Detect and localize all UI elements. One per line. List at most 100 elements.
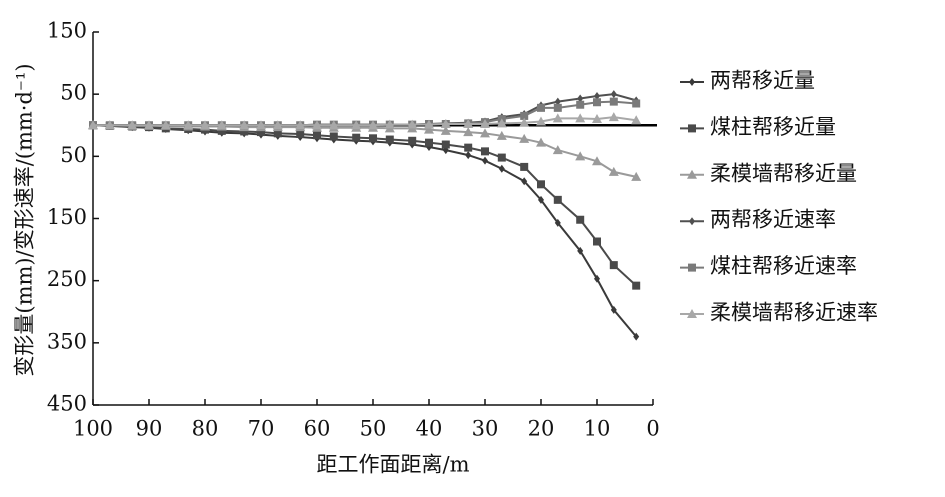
data-point	[553, 103, 562, 112]
data-point	[576, 215, 585, 224]
data-point	[240, 127, 249, 136]
legend-marker	[689, 217, 695, 226]
data-point	[217, 126, 226, 135]
data-point	[552, 113, 563, 123]
data-point	[519, 133, 530, 143]
data-point	[183, 120, 194, 130]
data-point	[554, 218, 561, 227]
data-point	[407, 119, 418, 129]
data-point	[329, 132, 338, 141]
data-point	[480, 119, 490, 129]
data-point	[313, 131, 321, 140]
data-point	[576, 100, 585, 109]
data-point	[577, 246, 584, 255]
data-point	[609, 97, 618, 106]
data-point	[368, 120, 378, 130]
data-point	[632, 281, 641, 290]
legend-label: 煤柱帮移近速率	[710, 254, 857, 278]
data-point	[257, 128, 265, 137]
data-point	[127, 120, 138, 130]
data-point	[593, 237, 601, 246]
legend-marker	[687, 169, 697, 179]
data-point	[385, 135, 394, 144]
legend-marker	[687, 309, 697, 318]
data-point	[312, 120, 322, 130]
y-tick-label: 150	[47, 205, 87, 229]
y-axis-label: 变形量(mm)/变形速率/(mm·d⁻¹)	[13, 63, 37, 376]
data-point	[88, 120, 98, 130]
x-tick-label: 100	[73, 417, 113, 441]
series-line	[93, 116, 637, 127]
y-tick-label: 150	[47, 19, 87, 43]
x-tick-label: 40	[416, 417, 443, 441]
x-tick-label: 20	[528, 417, 555, 441]
data-point	[631, 171, 642, 181]
data-point	[608, 166, 619, 176]
data-point	[536, 116, 546, 126]
data-point	[610, 305, 617, 314]
data-point	[537, 103, 545, 112]
data-point	[424, 124, 434, 134]
data-point	[577, 94, 584, 103]
data-point	[480, 128, 490, 138]
x-tick-label: 0	[646, 417, 659, 441]
data-point	[464, 143, 473, 152]
data-point	[440, 125, 451, 135]
data-point	[160, 120, 171, 130]
data-point	[463, 127, 474, 137]
x-tick-label: 30	[472, 417, 499, 441]
legend-marker	[688, 263, 696, 272]
data-point	[536, 137, 546, 147]
data-point	[554, 97, 561, 106]
data-point	[575, 113, 586, 123]
data-point	[216, 120, 227, 130]
data-point	[594, 274, 600, 283]
data-point	[520, 111, 529, 120]
x-tick-label: 10	[584, 417, 611, 441]
data-point	[239, 120, 250, 130]
data-point	[441, 140, 450, 149]
data-point	[328, 120, 339, 130]
y-tick-label: 250	[47, 267, 87, 291]
data-point	[633, 332, 640, 341]
data-point	[592, 114, 602, 124]
data-point	[104, 120, 115, 130]
data-point	[519, 117, 530, 127]
data-point	[521, 177, 528, 186]
x-axis-label: 距工作面距离/m	[317, 453, 470, 477]
data-point	[496, 118, 507, 128]
data-point	[482, 156, 488, 165]
x-tick-label: 80	[192, 417, 219, 441]
legend-label: 煤柱帮移近量	[710, 115, 836, 139]
data-point	[465, 151, 472, 160]
data-point	[296, 129, 305, 138]
y-tick-label: 50	[60, 143, 87, 167]
data-point	[537, 180, 545, 189]
data-point	[256, 120, 266, 130]
data-point	[520, 162, 529, 171]
legend-label: 柔模墙帮移近量	[710, 161, 857, 185]
data-point	[425, 138, 433, 147]
data-point	[384, 119, 395, 129]
legend-label: 柔模墙帮移近速率	[710, 301, 878, 325]
data-point	[575, 151, 586, 161]
data-point	[498, 164, 505, 173]
data-point	[272, 120, 283, 130]
data-point	[351, 120, 362, 130]
x-tick-label: 50	[360, 417, 387, 441]
data-point	[144, 120, 154, 130]
data-point	[496, 130, 507, 140]
data-point	[408, 136, 417, 145]
data-point	[609, 261, 618, 270]
x-tick-label: 60	[304, 417, 331, 441]
data-point	[440, 119, 451, 129]
data-point	[592, 156, 602, 166]
data-point	[295, 120, 306, 130]
data-point	[369, 134, 377, 143]
x-tick-label: 70	[248, 417, 275, 441]
legend-marker	[689, 78, 695, 86]
data-point	[352, 133, 361, 142]
y-tick-label: 350	[47, 329, 87, 353]
data-point	[593, 98, 601, 107]
